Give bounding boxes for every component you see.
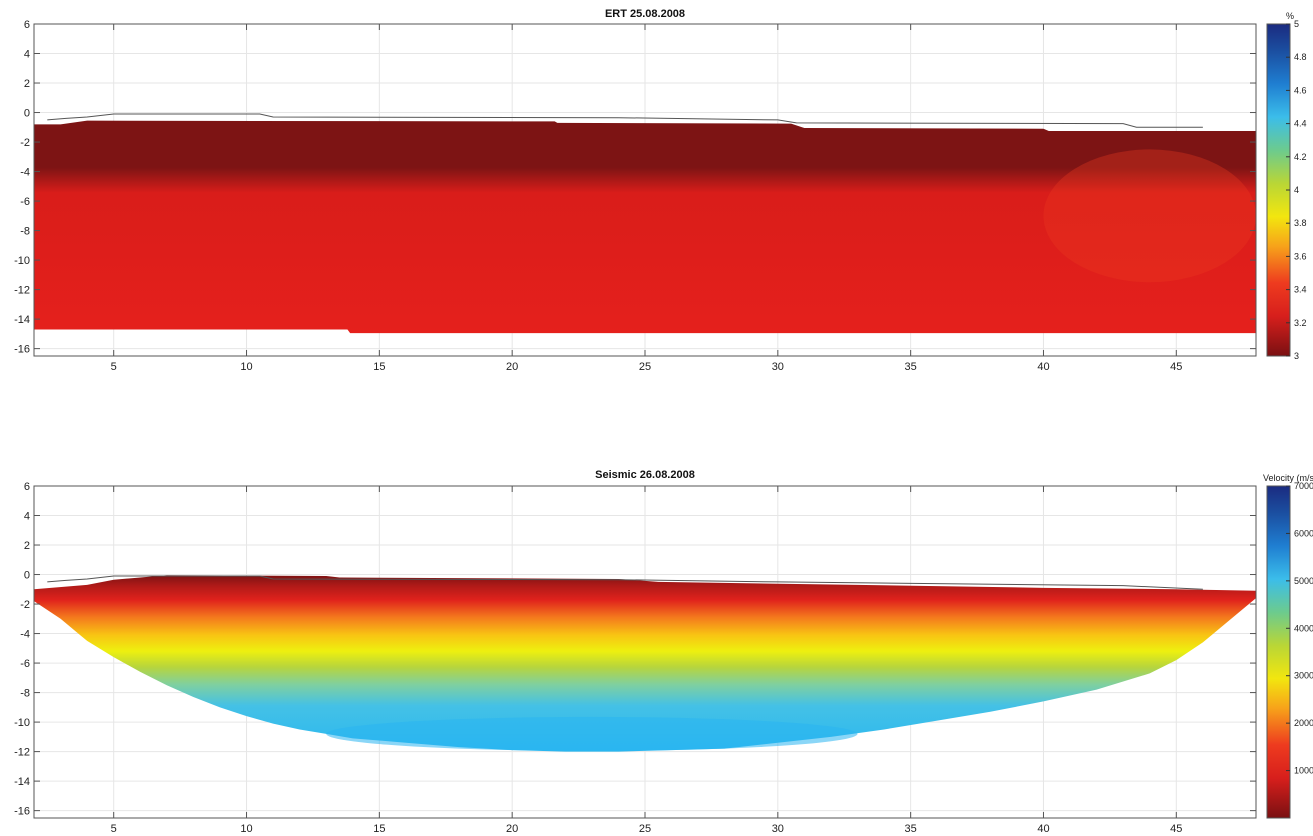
seismic-xtick-label-5: 5 bbox=[111, 823, 117, 835]
seismic-colorbar-tick-label-5000: 5000 bbox=[1294, 576, 1313, 586]
ert-ytick-label--14: -14 bbox=[14, 314, 30, 326]
ert-ytick-label--10: -10 bbox=[14, 255, 30, 267]
seismic-colorbar-tick-label-1000: 1000 bbox=[1294, 766, 1313, 776]
ert-xtick-label-5: 5 bbox=[111, 361, 117, 373]
ert-xtick-label-30: 30 bbox=[772, 361, 784, 373]
seismic-colorbar-tick-label-6000: 6000 bbox=[1294, 528, 1313, 538]
seismic-ytick-label--2: -2 bbox=[20, 599, 30, 611]
ert-ytick-label--12: -12 bbox=[14, 285, 30, 297]
seismic-colorbar-tick-label-3000: 3000 bbox=[1294, 671, 1313, 681]
ert-colorbar-tick-label-4.8: 4.8 bbox=[1294, 52, 1307, 62]
seismic-ytick-label--8: -8 bbox=[20, 688, 30, 700]
seismic-ytick-label-6: 6 bbox=[24, 481, 30, 493]
seismic-title: Seismic 26.08.2008 bbox=[595, 469, 695, 481]
seismic-colorbar bbox=[1266, 485, 1291, 819]
ert-ytick-label--8: -8 bbox=[20, 226, 30, 238]
seismic-xtick-label-15: 15 bbox=[373, 823, 385, 835]
seismic-ytick-label--12: -12 bbox=[14, 747, 30, 759]
ert-data-region bbox=[34, 120, 1256, 334]
seismic-ytick-label--14: -14 bbox=[14, 776, 30, 788]
ert-colorbar-tick-label-5: 5 bbox=[1294, 19, 1299, 29]
ert-xtick-label-20: 20 bbox=[506, 361, 518, 373]
seismic-ytick-label-2: 2 bbox=[24, 540, 30, 552]
ert-xtick-label-15: 15 bbox=[373, 361, 385, 373]
ert-colorbar-tick-label-4.4: 4.4 bbox=[1294, 119, 1307, 129]
seismic-deep-core bbox=[326, 716, 858, 751]
ert-surface-line bbox=[47, 113, 1203, 128]
ert-ytick-label--2: -2 bbox=[20, 137, 30, 149]
seismic-ytick-label-0: 0 bbox=[24, 570, 30, 582]
ert-ytick-label-6: 6 bbox=[24, 19, 30, 31]
ert-xtick-label-25: 25 bbox=[639, 361, 651, 373]
seismic-ytick-label--10: -10 bbox=[14, 717, 30, 729]
seismic-data-group bbox=[34, 575, 1256, 752]
seismic-xtick-label-10: 10 bbox=[240, 823, 252, 835]
ert-title: ERT 25.08.2008 bbox=[605, 8, 685, 20]
ert-colorbar-tick-label-3.8: 3.8 bbox=[1294, 218, 1307, 228]
seismic-surface-line bbox=[47, 575, 1203, 590]
ert-colorbar-label: % bbox=[1286, 11, 1294, 21]
ert-colorbar-tick-label-3: 3 bbox=[1294, 351, 1299, 361]
ert-ytick-label-2: 2 bbox=[24, 78, 30, 90]
seismic-panel: 5 10 15 20 25 30 35 40 456420-2-4-6-8-10-12-14-1… bbox=[14, 469, 1313, 835]
seismic-xtick-label-25: 25 bbox=[639, 823, 651, 835]
ert-colorbar-tick-label-3.6: 3.6 bbox=[1294, 251, 1307, 261]
seismic-xtick-label-45: 45 bbox=[1170, 823, 1182, 835]
seismic-xtick-label-40: 40 bbox=[1037, 823, 1049, 835]
seismic-ytick-label-4: 4 bbox=[24, 511, 30, 523]
ert-colorbar-tick-label-4.2: 4.2 bbox=[1294, 152, 1307, 162]
ert-right-zone bbox=[1043, 149, 1256, 283]
ert-xtick-label-10: 10 bbox=[240, 361, 252, 373]
ert-ytick-label-0: 0 bbox=[24, 108, 30, 120]
ert-xtick-label-35: 35 bbox=[905, 361, 917, 373]
seismic-xtick-label-35: 35 bbox=[905, 823, 917, 835]
ert-colorbar-tick-label-4: 4 bbox=[1294, 185, 1299, 195]
ert-ytick-label--16: -16 bbox=[14, 344, 30, 356]
ert-data-group bbox=[34, 120, 1256, 334]
seismic-colorbar-label: Velocity (m/s) bbox=[1263, 473, 1313, 483]
ert-ytick-label--4: -4 bbox=[20, 167, 30, 179]
ert-ytick-label-4: 4 bbox=[24, 49, 30, 61]
ert-colorbar-tick-label-4.6: 4.6 bbox=[1294, 85, 1307, 95]
seismic-xtick-label-20: 20 bbox=[506, 823, 518, 835]
ert-xtick-label-40: 40 bbox=[1037, 361, 1049, 373]
seismic-colorbar-tick-label-4000: 4000 bbox=[1294, 623, 1313, 633]
seismic-colorbar-tick-label-7000: 7000 bbox=[1294, 481, 1313, 491]
seismic-xtick-label-30: 30 bbox=[772, 823, 784, 835]
ert-xtick-label-45: 45 bbox=[1170, 361, 1182, 373]
seismic-ytick-label--16: -16 bbox=[14, 806, 30, 818]
ert-colorbar-tick-label-3.2: 3.2 bbox=[1294, 318, 1307, 328]
seismic-data-region bbox=[34, 575, 1256, 752]
seismic-ytick-label--4: -4 bbox=[20, 629, 30, 641]
ert-colorbar-tick-label-3.4: 3.4 bbox=[1294, 285, 1307, 295]
ert-panel: 5 10 15 20 25 30 35 40 456420-2-4-6-8-10-12-14-1… bbox=[14, 8, 1306, 373]
ert-ytick-label--6: -6 bbox=[20, 196, 30, 208]
seismic-colorbar-tick-label-2000: 2000 bbox=[1294, 718, 1313, 728]
seismic-ytick-label--6: -6 bbox=[20, 658, 30, 670]
